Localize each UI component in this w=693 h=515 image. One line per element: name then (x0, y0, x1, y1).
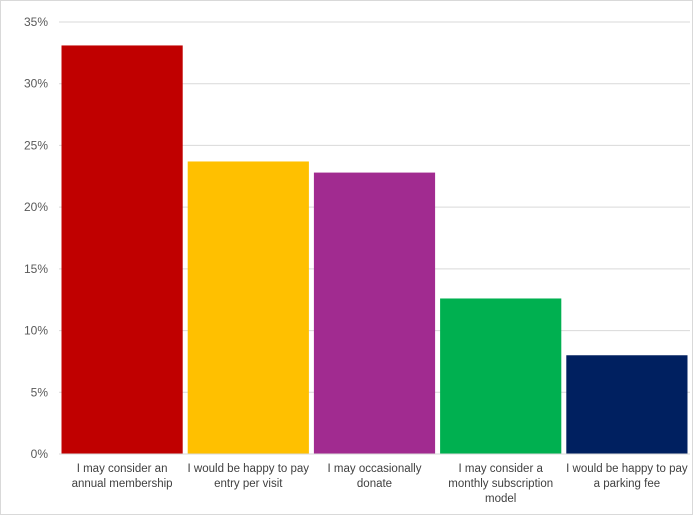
y-tick-label: 0% (31, 447, 49, 461)
y-tick-label: 35% (24, 15, 48, 29)
x-category-label: monthly subscription (448, 478, 553, 490)
x-category-label: I would be happy to pay (188, 463, 310, 475)
bar (187, 161, 309, 454)
y-tick-label: 15% (24, 262, 48, 276)
bar (61, 45, 183, 455)
bar (566, 355, 688, 454)
bar (313, 172, 436, 454)
y-tick-label: 30% (24, 77, 48, 91)
y-tick-label: 5% (31, 385, 49, 399)
x-category-label: entry per visit (214, 478, 283, 490)
bar (440, 298, 562, 454)
y-tick-label: 25% (24, 138, 48, 152)
x-category-label: a parking fee (594, 478, 661, 490)
bars (61, 45, 688, 455)
y-tick-label: 20% (24, 200, 48, 214)
x-category-label: annual membership (72, 478, 173, 490)
x-category-label: I may occasionally (328, 463, 422, 475)
x-category-label: I may consider a (459, 463, 544, 475)
x-category-label: I may consider an (77, 463, 168, 475)
x-category-label: I would be happy to pay (566, 463, 688, 475)
y-axis: 0% 5% 10% 15% 20% 25% 30% 35% (24, 15, 48, 461)
y-tick-label: 10% (24, 324, 48, 338)
x-axis: I may consider an annual membership I woul… (59, 453, 690, 505)
x-category-label: donate (357, 478, 392, 490)
x-category-label: model (485, 493, 516, 505)
